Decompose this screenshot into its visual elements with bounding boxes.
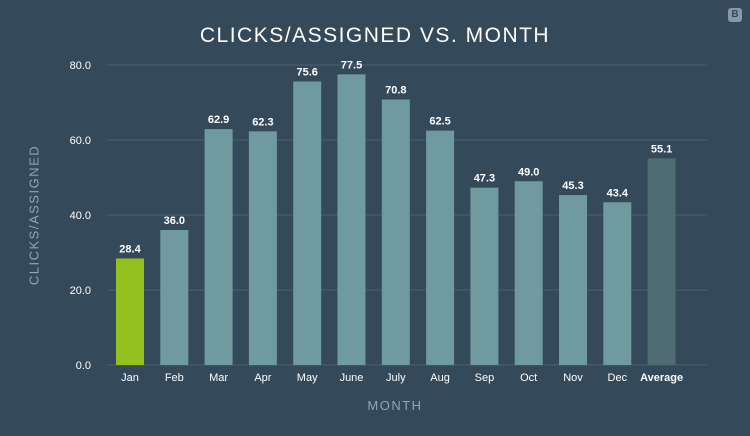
y-tick-label: 20.0	[70, 285, 91, 297]
value-label: 77.5	[341, 59, 362, 71]
y-tick-label: 80.0	[70, 60, 91, 72]
x-tick-label: July	[386, 372, 406, 384]
x-tick-label: Oct	[520, 372, 537, 384]
bar-july	[381, 99, 410, 365]
x-axis-title: MONTH	[367, 398, 423, 413]
value-label: 70.8	[385, 85, 406, 97]
bar-sep	[470, 187, 499, 365]
y-axis-title: CLICKS/ASSIGNED	[26, 144, 42, 286]
x-tick-label: Dec	[608, 372, 628, 384]
value-label: 49.0	[518, 166, 539, 178]
bar-nov	[559, 195, 587, 365]
x-tick-label: June	[340, 372, 364, 384]
y-tick-label: 40.0	[70, 210, 91, 222]
x-tick-label: Sep	[475, 372, 495, 384]
y-tick-label: 0.0	[76, 360, 91, 372]
bar-feb	[160, 230, 189, 365]
bar-jan	[116, 258, 144, 365]
x-tick-labels: Jan Feb Mar Apr May June July Aug Sep Oct Nov Dec Av…	[121, 372, 683, 384]
y-tick-labels: 0.0 20.0 40.0 60.0 80.0	[70, 60, 91, 372]
x-tick-label: Feb	[165, 372, 184, 384]
bar-average	[647, 158, 676, 365]
value-labels: 28.4 36.0 62.9 62.3 75.6 77.5 70.8 62.5 47.3 49.0…	[119, 59, 672, 255]
x-tick-label: Aug	[430, 372, 450, 384]
value-label: 45.3	[562, 180, 583, 192]
x-tick-label: May	[297, 372, 318, 384]
x-tick-label: Nov	[563, 372, 583, 384]
brand-badge: B	[728, 8, 742, 22]
value-label: 43.4	[607, 187, 629, 199]
bar-june	[337, 74, 366, 365]
bar-may	[293, 81, 322, 365]
x-tick-label: Jan	[121, 372, 139, 384]
y-tick-label: 60.0	[70, 135, 91, 147]
bar-oct	[514, 181, 543, 365]
value-label: 55.1	[651, 143, 672, 155]
bar-aug	[426, 130, 455, 365]
chart-title: CLICKS/ASSIGNED VS. MONTH	[199, 24, 551, 47]
bars	[116, 74, 676, 365]
bar-mar	[204, 129, 233, 365]
value-label: 75.6	[296, 67, 317, 79]
value-label: 36.0	[164, 215, 185, 227]
x-tick-label: Average	[640, 372, 683, 384]
x-tick-label: Mar	[209, 372, 228, 384]
value-label: 62.3	[252, 116, 273, 128]
bar-apr	[248, 131, 277, 365]
value-label: 62.9	[208, 114, 229, 126]
value-label: 47.3	[474, 173, 495, 185]
value-label: 62.5	[429, 116, 450, 128]
value-label: 28.4	[119, 244, 141, 256]
x-tick-label: Apr	[254, 372, 271, 384]
bar-dec	[603, 202, 632, 365]
